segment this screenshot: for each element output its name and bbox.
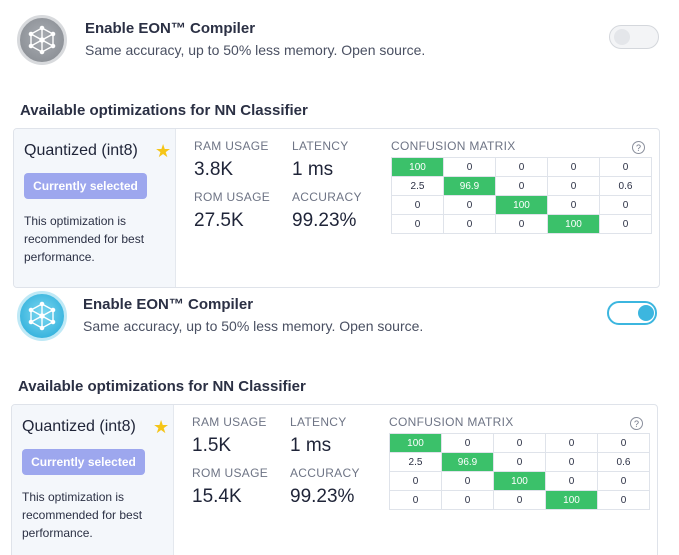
matrix-cell: 0 (545, 452, 598, 472)
latency-label: LATENCY (292, 139, 349, 153)
matrix-cell: 0 (441, 433, 494, 453)
accuracy-value: 99.23% (292, 210, 357, 231)
matrix-cell: 2.5 (389, 452, 442, 472)
matrix-cell: 100 (389, 433, 442, 453)
toggle-knob (638, 305, 654, 321)
star-icon: ★ (153, 417, 170, 437)
optimization-description: This optimization is recommended for bes… (22, 490, 143, 540)
matrix-cell: 0 (597, 433, 650, 453)
eon-disabled-section: Enable EON™ Compiler Same accuracy, up t… (0, 0, 679, 288)
latency-label: LATENCY (290, 415, 347, 429)
matrix-cell: 100 (545, 490, 598, 510)
eon-compiler-toggle[interactable] (609, 25, 659, 49)
matrix-cell: 0 (547, 195, 600, 215)
optimization-summary: Quantized (int8) ★ Currently selected Th… (12, 405, 174, 555)
matrix-cell: 0 (495, 214, 548, 234)
star-icon: ★ (155, 141, 172, 161)
optimization-summary: Quantized (int8) ★ Currently selected Th… (14, 129, 176, 287)
matrix-cell: 2.5 (391, 176, 444, 196)
matrix-cell: 100 (493, 471, 546, 491)
latency-value: 1 ms (290, 435, 332, 456)
neural-network-icon (17, 291, 67, 341)
latency-value: 1 ms (292, 159, 334, 180)
help-icon[interactable]: ? (630, 417, 643, 430)
matrix-row: 2.5 96.9 0 0 0.6 (391, 176, 652, 196)
matrix-cell: 0 (391, 195, 444, 215)
ram-usage-label: RAM USAGE (194, 139, 269, 153)
matrix-row: 0 0 100 0 0 (389, 471, 650, 491)
matrix-cell: 0 (599, 214, 652, 234)
rom-usage-value: 15.4K (192, 486, 242, 507)
confusion-matrix: 100 0 0 0 0 2.5 96.9 0 0 0.6 0 0 100 0 0 (391, 157, 652, 234)
matrix-cell: 100 (547, 214, 600, 234)
confusion-matrix: 100 0 0 0 0 2.5 96.9 0 0 0.6 0 0 100 0 0 (389, 433, 650, 510)
matrix-cell: 0 (389, 490, 442, 510)
available-optimizations-title: Available optimizations for NN Classifie… (18, 378, 306, 395)
matrix-cell: 0 (495, 157, 548, 177)
ram-usage-label: RAM USAGE (192, 415, 267, 429)
matrix-cell: 0 (493, 490, 546, 510)
matrix-cell: 0 (545, 471, 598, 491)
matrix-cell: 0 (597, 490, 650, 510)
accuracy-value: 99.23% (290, 486, 355, 507)
matrix-cell: 0 (547, 157, 600, 177)
eon-compiler-toggle[interactable] (607, 301, 657, 325)
optimization-card[interactable]: Quantized (int8) ★ Currently selected Th… (11, 404, 658, 555)
accuracy-label: ACCURACY (292, 190, 362, 204)
optimization-name: Quantized (int8) (22, 418, 136, 435)
matrix-cell: 100 (391, 157, 444, 177)
matrix-cell: 0 (441, 490, 494, 510)
matrix-cell: 0 (493, 452, 546, 472)
matrix-cell: 96.9 (443, 176, 496, 196)
eon-compiler-subtitle: Same accuracy, up to 50% less memory. Op… (83, 318, 424, 334)
matrix-row: 100 0 0 0 0 (389, 433, 650, 453)
matrix-cell: 96.9 (441, 452, 494, 472)
available-optimizations-title: Available optimizations for NN Classifie… (20, 102, 308, 119)
ram-usage-value: 3.8K (194, 159, 234, 180)
neural-network-icon (17, 15, 67, 65)
matrix-cell: 0 (547, 176, 600, 196)
optimization-description: This optimization is recommended for bes… (24, 214, 145, 264)
rom-usage-value: 27.5K (194, 210, 244, 231)
matrix-row: 0 0 100 0 0 (391, 195, 652, 215)
help-icon[interactable]: ? (632, 141, 645, 154)
matrix-cell: 0 (443, 157, 496, 177)
eon-compiler-title: Enable EON™ Compiler (85, 20, 256, 37)
confusion-matrix-label: CONFUSION MATRIX (389, 415, 514, 429)
matrix-row: 100 0 0 0 0 (391, 157, 652, 177)
currently-selected-button[interactable]: Currently selected (22, 449, 145, 475)
matrix-cell: 0 (545, 433, 598, 453)
confusion-matrix-label: CONFUSION MATRIX (391, 139, 516, 153)
matrix-cell: 0 (597, 471, 650, 491)
matrix-row: 0 0 0 100 0 (389, 490, 650, 510)
matrix-cell: 0 (441, 471, 494, 491)
rom-usage-label: ROM USAGE (192, 466, 269, 480)
eon-enabled-section: Enable EON™ Compiler Same accuracy, up t… (0, 276, 679, 555)
currently-selected-button[interactable]: Currently selected (24, 173, 147, 199)
matrix-cell: 0 (443, 195, 496, 215)
rom-usage-label: ROM USAGE (194, 190, 271, 204)
matrix-cell: 0.6 (597, 452, 650, 472)
matrix-cell: 0 (599, 157, 652, 177)
matrix-cell: 0 (389, 471, 442, 491)
eon-compiler-title: Enable EON™ Compiler (83, 296, 254, 313)
matrix-cell: 0 (493, 433, 546, 453)
matrix-cell: 100 (495, 195, 548, 215)
matrix-cell: 0 (599, 195, 652, 215)
matrix-row: 2.5 96.9 0 0 0.6 (389, 452, 650, 472)
eon-compiler-subtitle: Same accuracy, up to 50% less memory. Op… (85, 42, 426, 58)
optimization-name: Quantized (int8) (24, 142, 138, 159)
matrix-cell: 0 (391, 214, 444, 234)
toggle-knob (614, 29, 630, 45)
matrix-row: 0 0 0 100 0 (391, 214, 652, 234)
matrix-cell: 0 (495, 176, 548, 196)
matrix-cell: 0 (443, 214, 496, 234)
matrix-cell: 0.6 (599, 176, 652, 196)
optimization-card[interactable]: Quantized (int8) ★ Currently selected Th… (13, 128, 660, 288)
accuracy-label: ACCURACY (290, 466, 360, 480)
ram-usage-value: 1.5K (192, 435, 232, 456)
